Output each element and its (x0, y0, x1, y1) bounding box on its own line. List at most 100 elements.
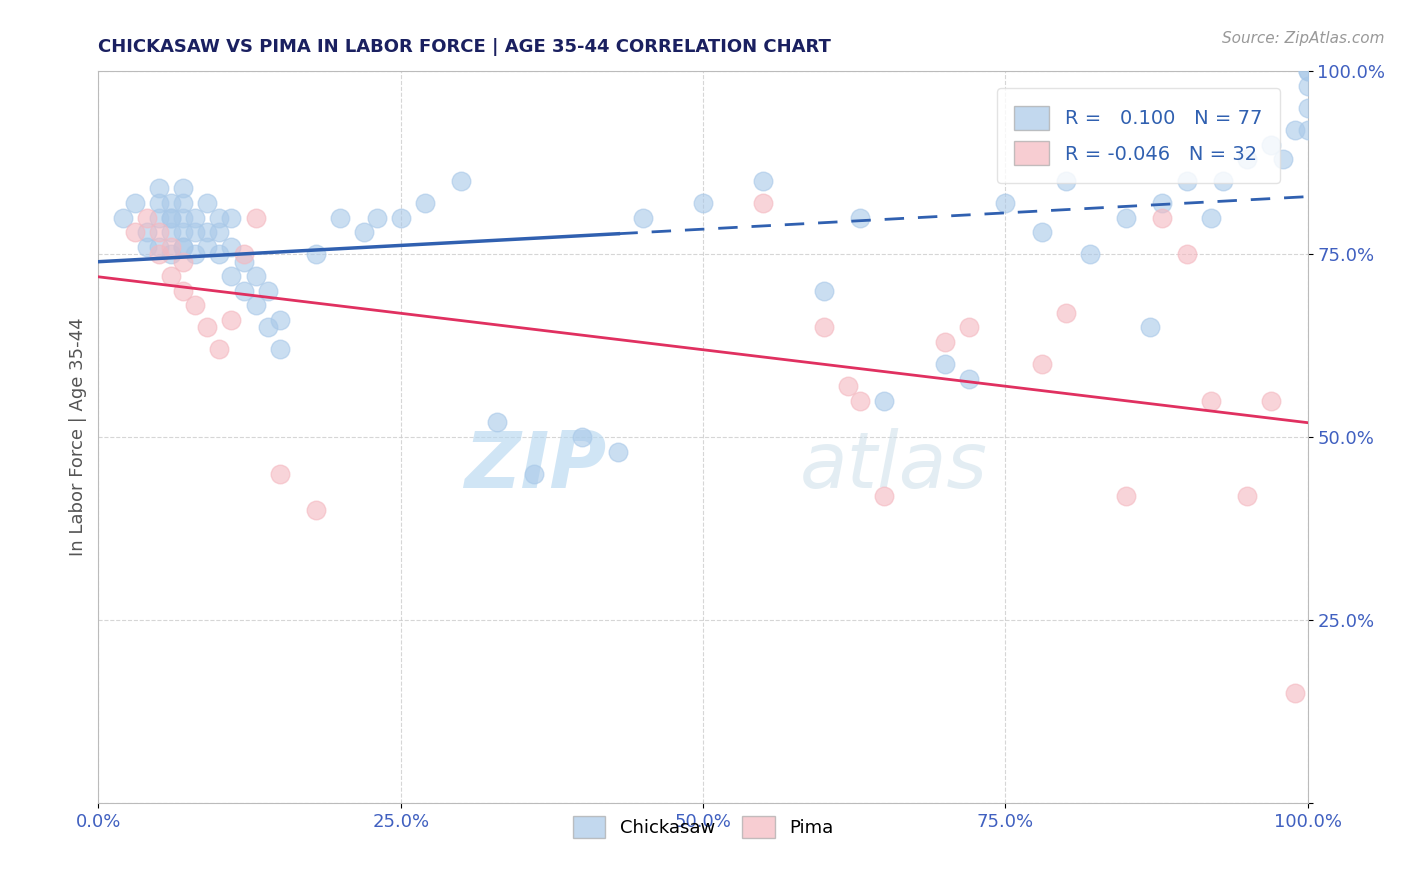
Point (135, 211, 157, 225)
Point (124, 225, 146, 239)
Point (256, 320, 278, 334)
Point (1175, 247, 1198, 261)
Point (160, 240, 183, 254)
Point (486, 416, 509, 430)
Point (1175, 174, 1198, 188)
Point (111, 211, 134, 225)
Point (305, 503, 328, 517)
Point (1272, 152, 1295, 166)
Point (172, 196, 194, 211)
Point (269, 313, 291, 327)
Point (245, 211, 267, 225)
Point (232, 254, 254, 268)
Point (813, 284, 835, 298)
Point (1284, 686, 1306, 700)
Point (849, 393, 872, 408)
Point (221, 269, 243, 284)
Point (160, 269, 183, 284)
Point (172, 181, 194, 195)
Point (135, 225, 157, 239)
Point (752, 196, 775, 211)
Point (1296, 64, 1319, 78)
Point (1054, 306, 1077, 320)
Text: Source: ZipAtlas.com: Source: ZipAtlas.com (1222, 31, 1385, 46)
Point (873, 489, 896, 503)
Point (1031, 225, 1053, 239)
Point (195, 225, 218, 239)
Point (849, 211, 872, 225)
Point (957, 320, 980, 334)
Point (232, 284, 254, 298)
Point (184, 211, 207, 225)
Point (837, 379, 859, 393)
Point (1260, 137, 1282, 152)
Text: atlas: atlas (800, 428, 987, 504)
Point (1296, 123, 1319, 137)
Point (1296, 64, 1319, 78)
Y-axis label: In Labor Force | Age 35-44: In Labor Force | Age 35-44 (69, 318, 87, 557)
Point (1031, 357, 1053, 371)
Point (160, 196, 183, 211)
Point (232, 247, 254, 261)
Point (245, 298, 267, 312)
Point (1199, 211, 1222, 225)
Point (172, 225, 194, 239)
Point (160, 225, 183, 239)
Point (1284, 123, 1306, 137)
Point (172, 240, 194, 254)
Point (135, 240, 157, 254)
Point (148, 181, 170, 195)
Point (172, 211, 194, 225)
Point (934, 357, 956, 371)
Point (269, 467, 291, 481)
Point (366, 211, 388, 225)
Point (1152, 211, 1174, 225)
Text: CHICKASAW VS PIMA IN LABOR FORCE | AGE 35-44 CORRELATION CHART: CHICKASAW VS PIMA IN LABOR FORCE | AGE 3… (98, 38, 831, 56)
Point (221, 211, 243, 225)
Point (208, 247, 231, 261)
Point (184, 298, 207, 312)
Point (934, 334, 956, 349)
Point (148, 211, 170, 225)
Point (1296, 78, 1319, 93)
Point (631, 211, 654, 225)
Point (256, 284, 278, 298)
Point (221, 313, 243, 327)
Point (184, 247, 207, 261)
Point (148, 196, 170, 211)
Point (245, 269, 267, 284)
Point (172, 240, 194, 254)
Point (195, 196, 218, 211)
Point (269, 343, 291, 357)
Point (305, 247, 328, 261)
Point (450, 174, 472, 188)
Point (1054, 174, 1077, 188)
Point (160, 211, 183, 225)
Point (571, 430, 593, 444)
Point (221, 240, 243, 254)
Point (1199, 393, 1222, 408)
Point (813, 320, 835, 334)
Point (957, 371, 980, 385)
Point (172, 254, 194, 268)
Point (195, 320, 218, 334)
Point (1115, 489, 1137, 503)
Legend: Chickasaw, Pima: Chickasaw, Pima (565, 808, 841, 845)
Point (413, 196, 436, 211)
Point (1260, 393, 1282, 408)
Point (353, 225, 375, 239)
Point (208, 211, 231, 225)
Point (752, 174, 775, 188)
Point (994, 196, 1017, 211)
Point (124, 196, 146, 211)
Point (523, 467, 546, 481)
Point (1115, 211, 1137, 225)
Point (184, 225, 207, 239)
Point (329, 211, 352, 225)
Point (195, 240, 218, 254)
Point (148, 247, 170, 261)
Point (1296, 101, 1319, 115)
Point (1212, 174, 1234, 188)
Point (873, 393, 896, 408)
Point (208, 343, 231, 357)
